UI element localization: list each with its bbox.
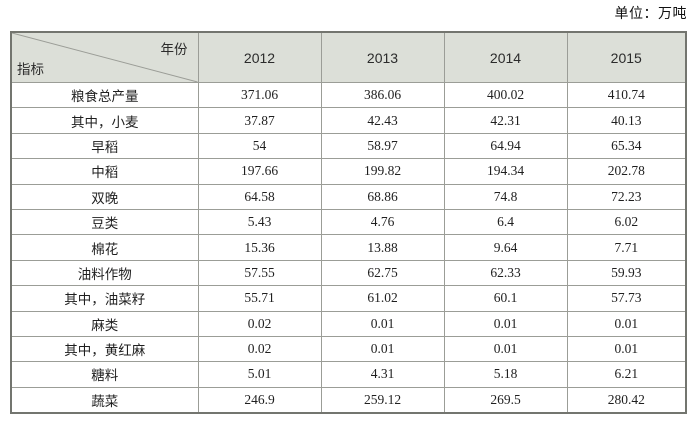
indicator-label: 糖料 (10, 361, 199, 388)
value-cell: 0.02 (197, 310, 322, 337)
value-cell: 9.64 (443, 234, 568, 261)
value-cell: 269.5 (443, 386, 568, 414)
value-cell: 4.31 (320, 361, 445, 388)
value-cell: 60.1 (443, 285, 568, 312)
value-cell: 62.33 (443, 259, 568, 287)
value-cell: 37.87 (197, 107, 322, 134)
value-cell: 202.78 (566, 158, 687, 185)
indicator-label: 油料作物 (10, 259, 199, 287)
value-cell: 5.43 (197, 208, 322, 236)
indicator-label: 棉花 (10, 234, 199, 261)
value-cell: 280.42 (566, 386, 687, 414)
value-cell: 13.88 (320, 234, 445, 261)
table-row: 其中，小麦 37.87 42.43 42.31 40.13 (10, 107, 687, 134)
indicator-label: 麻类 (10, 310, 199, 337)
table-row: 中稻 197.66 199.82 194.34 202.78 (10, 158, 687, 185)
value-cell: 259.12 (320, 386, 445, 414)
value-cell: 5.01 (197, 361, 322, 388)
value-cell: 57.55 (197, 259, 322, 287)
value-cell: 410.74 (566, 81, 687, 109)
value-cell: 68.86 (320, 183, 445, 210)
value-cell: 72.23 (566, 183, 687, 210)
value-cell: 0.01 (320, 335, 445, 363)
value-cell: 371.06 (197, 81, 322, 109)
value-cell: 0.01 (320, 310, 445, 337)
value-cell: 64.58 (197, 183, 322, 210)
indicator-label: 中稻 (10, 158, 199, 185)
diagonal-divider-line (12, 33, 198, 82)
indicator-label: 其中，黄红麻 (10, 335, 199, 363)
value-cell: 199.82 (320, 158, 445, 185)
indicator-label: 双晚 (10, 183, 199, 210)
value-cell: 42.31 (443, 107, 568, 134)
year-column-header: 2012 (197, 31, 322, 83)
table-row: 双晚 64.58 68.86 74.8 72.23 (10, 183, 687, 210)
value-cell: 0.01 (566, 310, 687, 337)
table-row: 麻类 0.02 0.01 0.01 0.01 (10, 310, 687, 337)
value-cell: 59.93 (566, 259, 687, 287)
corner-year-label: 年份 (160, 42, 188, 57)
value-cell: 386.06 (320, 81, 445, 109)
table-row: 其中，黄红麻 0.02 0.01 0.01 0.01 (10, 335, 687, 363)
value-cell: 55.71 (197, 285, 322, 312)
value-cell: 0.01 (443, 335, 568, 363)
value-cell: 400.02 (443, 81, 568, 109)
table-body: 粮食总产量 371.06 386.06 400.02 410.74 其中，小麦 37.87 4… (10, 81, 687, 414)
indicator-label: 蔬菜 (10, 386, 199, 414)
value-cell: 0.01 (443, 310, 568, 337)
value-cell: 6.4 (443, 208, 568, 236)
value-cell: 7.71 (566, 234, 687, 261)
indicator-label: 其中，小麦 (10, 107, 199, 134)
indicator-label: 豆类 (10, 208, 199, 236)
value-cell: 194.34 (443, 158, 568, 185)
value-cell: 6.02 (566, 208, 687, 236)
value-cell: 40.13 (566, 107, 687, 134)
corner-indicator-label: 指标 (17, 62, 44, 77)
table-row: 糖料 5.01 4.31 5.18 6.21 (10, 361, 687, 388)
table-row: 粮食总产量 371.06 386.06 400.02 410.74 (10, 81, 687, 109)
table-row: 其中，油菜籽 55.71 61.02 60.1 57.73 (10, 285, 687, 312)
value-cell: 15.36 (197, 234, 322, 261)
value-cell: 6.21 (566, 361, 687, 388)
value-cell: 57.73 (566, 285, 687, 312)
value-cell: 58.97 (320, 132, 445, 160)
value-cell: 62.75 (320, 259, 445, 287)
year-column-header: 2014 (443, 31, 568, 83)
indicator-label: 其中，油菜籽 (10, 285, 199, 312)
indicator-label: 粮食总产量 (10, 81, 199, 109)
value-cell: 197.66 (197, 158, 322, 185)
value-cell: 5.18 (443, 361, 568, 388)
table-row: 棉花 15.36 13.88 9.64 7.71 (10, 234, 687, 261)
value-cell: 65.34 (566, 132, 687, 160)
value-cell: 0.02 (197, 335, 322, 363)
value-cell: 4.76 (320, 208, 445, 236)
year-column-header: 2015 (566, 31, 687, 83)
table-row: 油料作物 57.55 62.75 62.33 59.93 (10, 259, 687, 287)
value-cell: 54 (197, 132, 322, 160)
value-cell: 246.9 (197, 386, 322, 414)
value-cell: 74.8 (443, 183, 568, 210)
table-row: 豆类 5.43 4.76 6.4 6.02 (10, 208, 687, 236)
corner-cell: 年份 指标 (10, 31, 199, 83)
value-cell: 64.94 (443, 132, 568, 160)
indicator-label: 早稻 (10, 132, 199, 160)
year-column-header: 2013 (320, 31, 445, 83)
grain-output-table: 年份 指标 2012 2013 2014 2015 粮食总产量 371.06 386.06… (10, 31, 687, 415)
table-row: 蔬菜 246.9 259.12 269.5 280.42 (10, 386, 687, 414)
unit-label: 单位：万吨 (614, 7, 687, 22)
value-cell: 61.02 (320, 285, 445, 312)
table-row: 早稻 54 58.97 64.94 65.34 (10, 132, 687, 160)
year-header-row: 年份 指标 2012 2013 2014 2015 (10, 31, 687, 83)
value-cell: 0.01 (566, 335, 687, 363)
value-cell: 42.43 (320, 107, 445, 134)
